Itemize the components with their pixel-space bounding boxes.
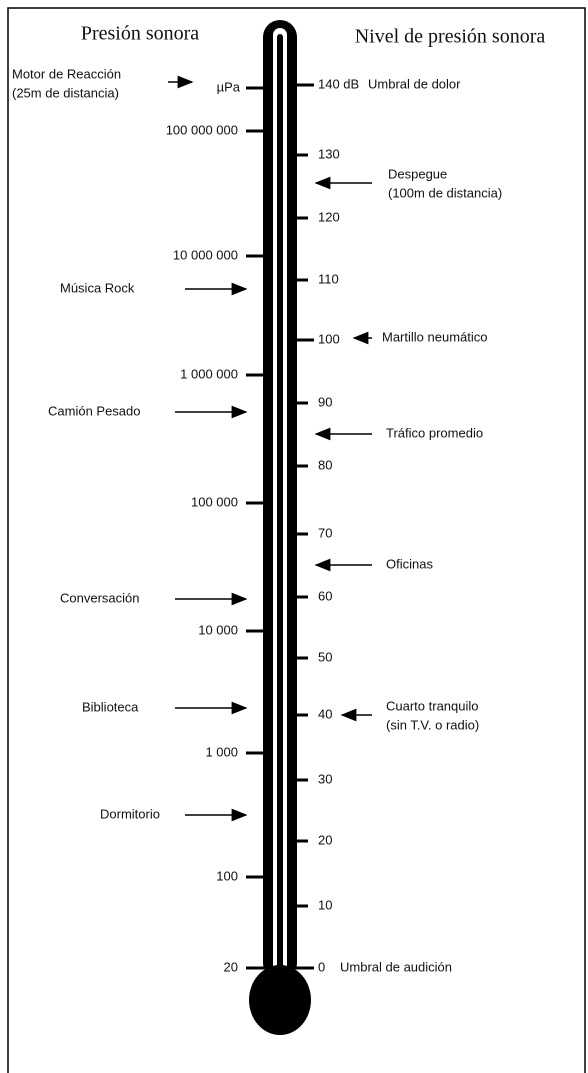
thermometer [249, 20, 311, 1035]
right-tick-label: 60 [318, 588, 332, 603]
right-annotation: Oficinas [386, 556, 433, 571]
right-tick-label: 140 dB [318, 76, 359, 91]
right-annotation: Martillo neumático [382, 329, 488, 344]
right-annotation: Despegue [388, 166, 447, 181]
right-tick-label: 10 [318, 897, 332, 912]
left-tick-label: 10 000 [198, 622, 238, 637]
frame [7, 7, 586, 1073]
right-annotation: Tráfico promedio [386, 425, 483, 440]
left-tick-label: 100 [216, 868, 238, 883]
left-annotation: Dormitorio [100, 806, 160, 821]
right-annotation: (sin T.V. o radio) [386, 717, 479, 732]
right-tick-label: 50 [318, 649, 332, 664]
right-tick-label: 90 [318, 394, 332, 409]
right-tick-label: 0 [318, 959, 325, 974]
left-tick-label: 10 000 000 [173, 247, 238, 262]
left-tick-label: 1 000 000 [180, 366, 238, 381]
right-tick-label: 110 [318, 271, 339, 286]
right-annotation: (100m de distancia) [388, 185, 502, 200]
left-annotation: Camión Pesado [48, 403, 141, 418]
right-tick-label: 100 [318, 331, 340, 346]
right-tick-label: 20 [318, 832, 332, 847]
left-annotation: Música Rock [60, 280, 135, 295]
right-tick-label: 120 [318, 209, 340, 224]
left-tick-label: 100 000 000 [166, 122, 238, 137]
left-annotation: Biblioteca [82, 699, 139, 714]
left-tick-label: 20 [224, 959, 238, 974]
scale-note: Umbral de audición [340, 959, 452, 974]
right-tick-label: 70 [318, 525, 332, 540]
right-tick-label: 80 [318, 457, 332, 472]
left-tick-label: µPa [217, 79, 241, 94]
left-tick-label: 100 000 [191, 494, 238, 509]
left-annotation: (25m de distancia) [12, 85, 119, 100]
left-title: Presión sonora [81, 23, 199, 45]
scale-note: Umbral de dolor [368, 76, 461, 91]
left-tick-label: 1 000 [205, 744, 238, 759]
right-tick-label: 40 [318, 706, 332, 721]
left-annotation: Motor de Reacción [12, 66, 121, 81]
right-title: Nivel de presión sonora [355, 26, 546, 48]
right-tick-label: 30 [318, 771, 332, 786]
right-tick-label: 130 [318, 146, 340, 161]
left-annotation: Conversación [60, 590, 140, 605]
right-annotation: Cuarto tranquilo [386, 698, 479, 713]
